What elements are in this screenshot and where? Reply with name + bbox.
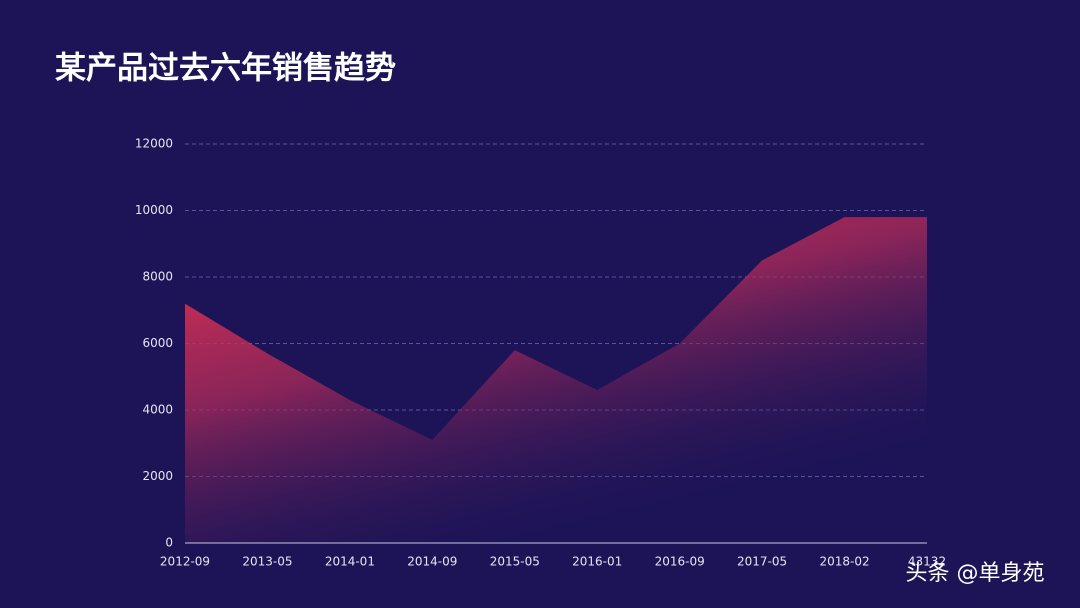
x-tick-label: 2015-05	[490, 555, 540, 569]
x-tick-label: 2016-01	[572, 555, 622, 569]
y-tick-label: 4000	[142, 403, 173, 417]
area	[185, 217, 927, 543]
watermark: 头条 @单身苑	[906, 561, 1045, 586]
y-tick-label: 0	[165, 536, 173, 550]
x-tick-label: 2014-01	[325, 555, 375, 569]
y-tick-label: 10000	[135, 203, 173, 217]
x-tick-label: 2018-02	[819, 555, 869, 569]
x-tick-label: 2014-09	[407, 555, 457, 569]
y-tick-label: 2000	[142, 469, 173, 483]
y-tick-label: 6000	[142, 336, 173, 350]
x-tick-label: 2016-09	[655, 555, 705, 569]
y-tick-label: 8000	[142, 270, 173, 284]
x-tick-label: 43132	[908, 555, 946, 569]
y-tick-label: 12000	[135, 137, 173, 151]
x-tick-label: 2017-05	[737, 555, 787, 569]
x-tick-label: 2012-09	[160, 555, 210, 569]
x-tick-label: 2013-05	[242, 555, 292, 569]
chart-title: 某产品过去六年销售趋势	[55, 51, 396, 87]
